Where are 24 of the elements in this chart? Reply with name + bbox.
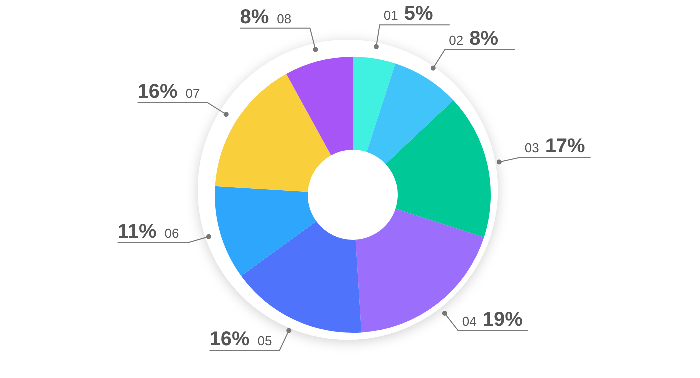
slice-label: 06 (164, 226, 180, 241)
slice-label: 02 (449, 32, 464, 48)
data-label: 19% (482, 308, 524, 331)
data-label: 8% (470, 28, 499, 50)
data-label: 17% (545, 135, 586, 158)
data-label: 5% (404, 3, 434, 26)
donut-slice (215, 74, 332, 192)
donut-slice (386, 100, 491, 238)
data-label: 16% (210, 328, 250, 351)
data-label: 8% (240, 6, 270, 28)
slice-label: 01 (384, 8, 398, 24)
slice-label: 04 (462, 314, 477, 329)
slice-label: 05 (258, 334, 272, 349)
slice-label: 03 (524, 140, 540, 156)
slice-label: 07 (186, 86, 200, 101)
donut-slice (366, 64, 454, 164)
donut-slice (215, 186, 317, 276)
donut-slice (356, 208, 484, 333)
data-label: 16% (138, 80, 178, 103)
slice-label: 08 (277, 11, 292, 26)
donut-slice (353, 57, 396, 152)
donut-slice (286, 57, 353, 156)
data-label: 11% (118, 220, 157, 243)
donut-slice (241, 221, 362, 333)
